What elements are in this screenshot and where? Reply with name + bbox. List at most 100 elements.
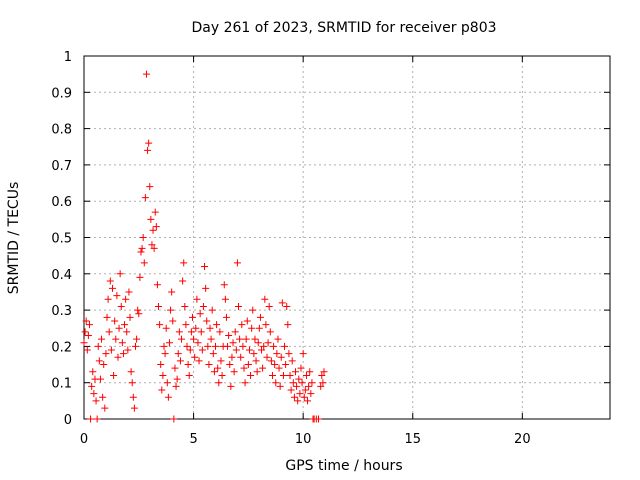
data-point [249,306,257,314]
data-point [115,324,123,332]
data-point [181,302,189,310]
data-point [103,313,111,321]
data-point [89,368,97,376]
data-point [301,386,309,394]
data-point [174,350,182,358]
y-tick-label: 0.4 [51,268,72,283]
data-point [307,390,315,398]
data-point [278,299,286,307]
data-point [215,379,223,387]
y-tick-label: 0.8 [51,123,72,138]
data-point [209,350,217,358]
data-point [162,324,170,332]
y-tick-label: 0.2 [51,340,72,355]
data-point [112,335,120,343]
data-point [142,70,150,78]
data-point [241,379,249,387]
data-point [281,342,289,350]
data-point [186,346,194,354]
data-point [190,335,198,343]
y-axis-label: SRMTID / TECUs [6,182,22,295]
data-point [206,324,214,332]
y-tick-label: 0.1 [51,377,72,392]
data-point [98,335,106,343]
data-point [222,313,230,321]
data-point [272,379,280,387]
data-point [298,379,306,387]
data-point [193,295,201,303]
data-point [216,328,224,336]
data-point [197,328,205,336]
data-point [168,288,176,296]
data-point [205,361,213,369]
data-point [138,244,146,252]
data-point [239,342,247,350]
data-point [104,295,112,303]
data-point [96,375,104,383]
chart-title: Day 261 of 2023, SRMTID for receiver p80… [191,20,496,36]
data-point [236,335,244,343]
data-point [147,215,155,223]
data-point [183,342,191,350]
data-point [277,353,285,361]
data-point [136,273,144,281]
data-point [127,368,135,376]
data-point [210,368,218,376]
grid-lines [84,56,610,419]
data-point [82,317,90,325]
data-point [201,263,209,271]
data-point [279,371,287,379]
data-point [304,397,312,405]
data-point [268,371,276,379]
data-point [220,281,228,289]
data-point [221,295,229,303]
data-point [108,284,116,292]
data-point [175,328,183,336]
data-point [218,371,226,379]
data-point [188,313,196,321]
data-point [300,393,308,401]
data-point [318,371,326,379]
data-point [317,382,325,390]
data-point [81,328,89,336]
y-tick-label: 0.3 [51,304,72,319]
data-point [176,357,184,365]
data-point [167,306,175,314]
data-point [319,379,327,387]
data-point [119,350,127,358]
data-point [151,208,159,216]
x-tick-label: 5 [189,432,197,447]
data-point [286,371,294,379]
y-tick-label: 0.7 [51,159,72,174]
data-point [123,328,131,336]
data-point [291,368,299,376]
data-point [287,386,295,394]
y-tick-label: 0.6 [51,195,72,210]
data-point [299,350,307,358]
data-point [114,353,122,361]
data-point [267,357,275,365]
data-point [85,321,93,329]
data-point [204,342,212,350]
data-point [155,302,163,310]
data-point [240,364,248,372]
data-point [128,379,136,387]
data-point [245,346,253,354]
data-point [169,317,177,325]
data-point [262,321,270,329]
data-point [148,241,156,249]
x-tick-labels: 0 5 10 15 20 [80,432,531,447]
data-point [297,364,305,372]
data-point [101,404,109,412]
data-point [184,361,192,369]
data-point [180,259,188,267]
x-tick-label: 20 [514,432,531,447]
data-point [88,382,96,390]
data-point [227,382,235,390]
data-point [182,321,190,329]
data-point [261,295,269,303]
data-point [90,390,98,398]
data-point [244,361,252,369]
data-point [132,342,140,350]
data-point [296,390,304,398]
